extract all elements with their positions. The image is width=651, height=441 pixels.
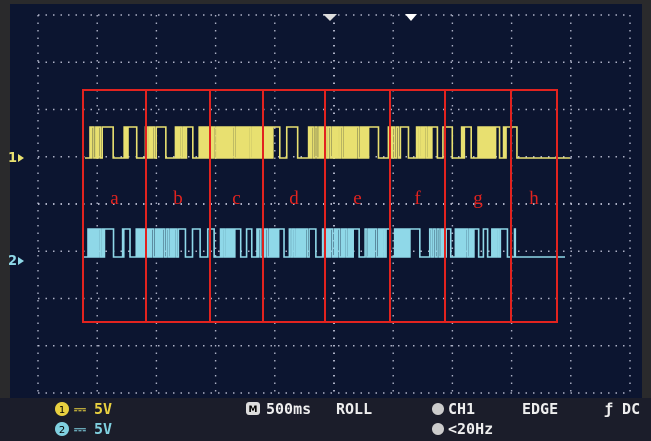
region-label: c [232, 188, 240, 209]
trigger-source: CH1 [448, 400, 475, 418]
ch1-icon-text: 1 [59, 405, 65, 416]
region-label: g [473, 188, 483, 209]
region-label: f [414, 188, 421, 209]
trigger-icon [432, 403, 444, 415]
region-label: b [173, 188, 183, 209]
region-label: d [289, 188, 299, 209]
oscilloscope-photo: abcdefgh 1 2 1 ⎓ 5V 2 ⎓ 5V M 500ms ROLL … [0, 0, 651, 441]
channel-marker: 1 [8, 151, 17, 166]
ch1-scale: 5V [94, 400, 112, 418]
region-label: a [110, 188, 119, 209]
ch2-coupling: ⎓ [74, 420, 86, 438]
region-label: h [529, 188, 539, 209]
region-label: e [353, 188, 361, 209]
trigger-frequency: <20Hz [448, 420, 493, 438]
trigger-freq-icon [432, 423, 444, 435]
ch2-scale: 5V [94, 420, 112, 438]
acquisition-mode: ROLL [336, 400, 372, 418]
channel-marker: 2 [8, 254, 17, 269]
ch1-coupling: ⎓ [74, 400, 86, 418]
trigger-type: EDGE [522, 400, 558, 418]
ch2-icon-text: 2 [59, 425, 65, 436]
timebase: 500ms [266, 400, 311, 418]
timebase-icon-text: M [249, 405, 258, 415]
trigger-slope: ƒ DC [604, 400, 640, 418]
